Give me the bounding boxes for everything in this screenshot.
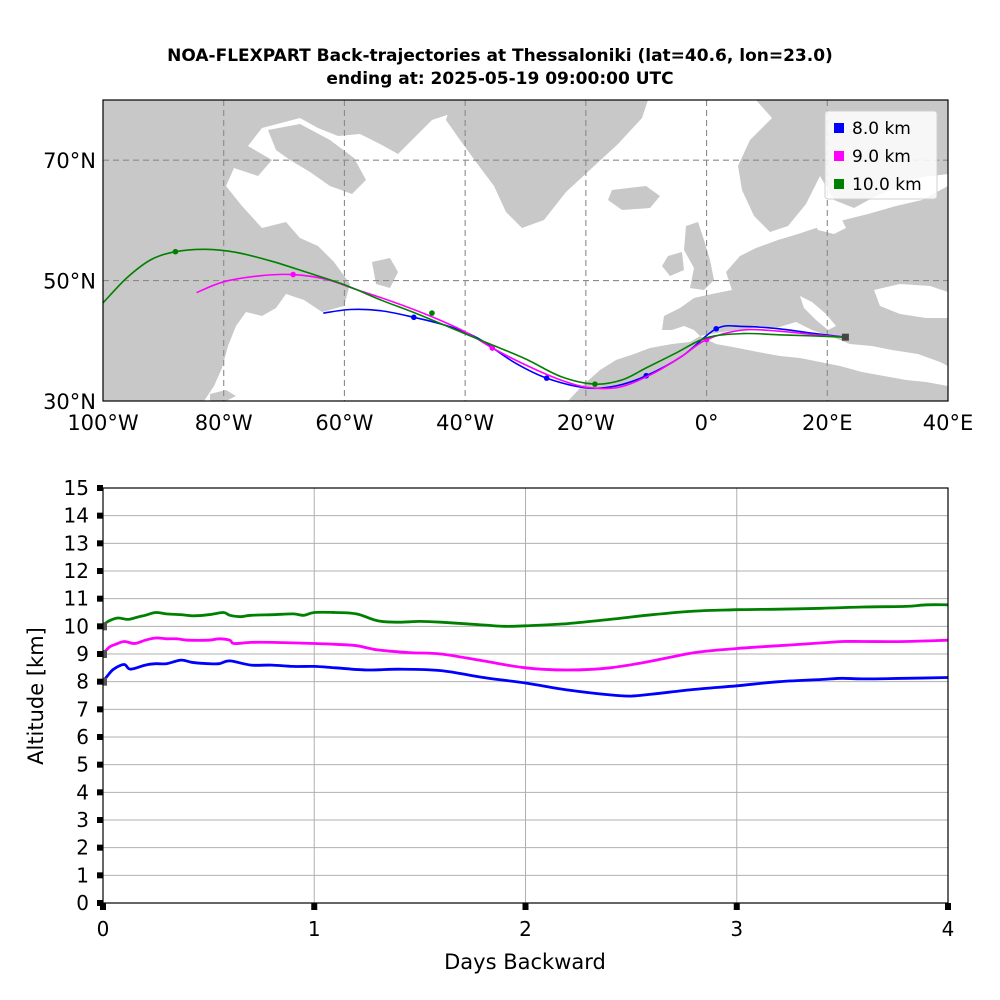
- altitude-y-tick-mark: [97, 817, 103, 823]
- receptor-point-marker: [841, 333, 849, 341]
- land-greenland: [446, 100, 648, 228]
- altitude-line-1: [103, 636, 948, 672]
- map-legend: 8.0 km 9.0 km 10.0 km: [824, 110, 938, 200]
- map-x-tick-label: 20°E: [802, 411, 853, 435]
- altitude-y-tick-mark: [97, 678, 103, 685]
- map-x-tick-label: 40°E: [923, 411, 974, 435]
- altitude-series: [103, 603, 948, 698]
- map-trajectory-line-2: [103, 248, 846, 385]
- altitude-y-tick-label: 7: [76, 697, 89, 721]
- altitude-y-tick-label: 15: [64, 476, 89, 500]
- altitude-start-marker: [103, 650, 107, 658]
- map-y-tick-label: 30°N: [43, 390, 96, 414]
- map-x-tick-label: 80°W: [195, 411, 253, 435]
- sea-black: [874, 284, 948, 318]
- altitude-x-tick-label: 1: [308, 917, 321, 941]
- altitude-y-tick-mark: [97, 512, 103, 519]
- map-trajectory-marker: [290, 271, 296, 278]
- sea-baltic: [808, 204, 846, 234]
- altitude-y-tick-label: 5: [76, 753, 89, 777]
- map-trajectory-marker: [592, 381, 598, 387]
- altitude-y-tick-mark: [97, 761, 103, 768]
- altitude-y-tick-label: 12: [64, 559, 89, 583]
- map-y-tick-label: 70°N: [43, 149, 96, 173]
- land-iceland: [608, 186, 660, 210]
- legend-label: 8.0 km: [852, 119, 911, 139]
- altitude-y-tick-mark: [97, 789, 103, 796]
- altitude-x-tick-label: 4: [942, 917, 955, 941]
- altitude-x-label: Days Backward: [444, 950, 606, 974]
- altitude-y-tick-label: 11: [64, 587, 89, 611]
- altitude-y-tick-label: 10: [64, 614, 89, 638]
- map-trajectory-marker: [172, 248, 179, 255]
- altitude-x-tick-mark: [522, 903, 529, 910]
- map-x-tick-label: 100°W: [67, 411, 139, 435]
- altitude-y-tick-label: 1: [76, 863, 89, 887]
- map-x-tick-label: 0°: [695, 411, 719, 435]
- altitude-y-tick-mark: [97, 844, 103, 851]
- altitude-y-tick-mark: [97, 651, 103, 657]
- map-tick-labels: 100°W 80°W 60°W 40°W 20°W 0° 20°E 40°E 30°N 50°N 7…: [43, 149, 973, 435]
- altitude-y-tick-mark: [97, 734, 103, 740]
- altitude-line-2: [103, 603, 948, 628]
- altitude-gridlines: [103, 488, 948, 903]
- map-trajectory-marker: [411, 314, 417, 321]
- altitude-y-tick-label: 13: [64, 531, 89, 555]
- altitude-y-tick-mark: [97, 540, 103, 547]
- legend-swatch: [834, 151, 844, 161]
- altitude-y-tick-mark: [97, 706, 103, 713]
- land-arctic-islands: [300, 100, 468, 154]
- altitude-line-0: [103, 658, 948, 698]
- altitude-x-tick-label: 0: [97, 917, 110, 941]
- altitude-start-marker: [103, 622, 107, 631]
- altitude-x-tick-label: 3: [730, 917, 743, 941]
- legend-label: 10.0 km: [852, 175, 922, 195]
- map-trajectory-marker: [543, 375, 550, 381]
- map-trajectories: [103, 248, 849, 390]
- map-frame: [102, 99, 949, 402]
- map-trajectory-line-1: [196, 273, 846, 390]
- map-x-tick-label: 60°W: [315, 411, 373, 435]
- land-baffin-island: [268, 124, 366, 194]
- altitude-y-tick-label: 14: [64, 504, 89, 528]
- map-trajectory-marker: [489, 345, 496, 351]
- altitude-start-marker: [103, 677, 107, 686]
- land-caribbean: [210, 390, 236, 401]
- altitude-y-tick-label: 2: [76, 836, 89, 860]
- map-trajectory-marker: [429, 310, 435, 316]
- altitude-y-tick-label: 0: [76, 891, 89, 915]
- altitude-x-tick-mark: [311, 903, 318, 910]
- altitude-y-tick-mark: [97, 595, 103, 602]
- altitude-x-tick-mark: [733, 903, 740, 910]
- chart-subtitle: ending at: 2025-05-19 09:00:00 UTC: [326, 69, 674, 89]
- map-trajectory-marker: [713, 325, 720, 332]
- altitude-x-tick-label: 2: [519, 917, 532, 941]
- legend-swatch: [834, 123, 844, 133]
- altitude-y-tick-label: 8: [76, 670, 89, 694]
- map-x-tick-label: 40°W: [436, 411, 494, 435]
- map-y-tick-label: 50°N: [43, 270, 96, 294]
- sea-mediterranean: [700, 322, 948, 386]
- legend-box: [824, 110, 938, 200]
- altitude-x-tick-mark: [945, 903, 951, 910]
- altitude-y-label: Altitude [km]: [24, 627, 48, 765]
- legend-label: 9.0 km: [852, 147, 911, 167]
- altitude-y-tick-label: 4: [76, 780, 89, 804]
- altitude-y-tick-mark: [97, 485, 103, 491]
- land-ireland: [662, 252, 684, 276]
- altitude-y-tick-label: 9: [76, 642, 89, 666]
- altitude-x-tick-mark: [100, 903, 106, 910]
- altitude-y-tick-label: 3: [76, 808, 89, 832]
- altitude-y-tick-mark: [97, 568, 103, 574]
- legend-swatch: [834, 179, 844, 189]
- trajectory-map: 100°W 80°W 60°W 40°W 20°W 0° 20°E 40°E 30°N 50°N 7…: [43, 99, 973, 435]
- map-x-tick-label: 20°W: [557, 411, 615, 435]
- altitude-y-tick-mark: [97, 872, 103, 879]
- chart-title: NOA-FLEXPART Back-trajectories at Thessa…: [167, 46, 833, 66]
- altitude-y-tick-mark: [97, 623, 103, 630]
- altitude-y-tick-label: 6: [76, 725, 89, 749]
